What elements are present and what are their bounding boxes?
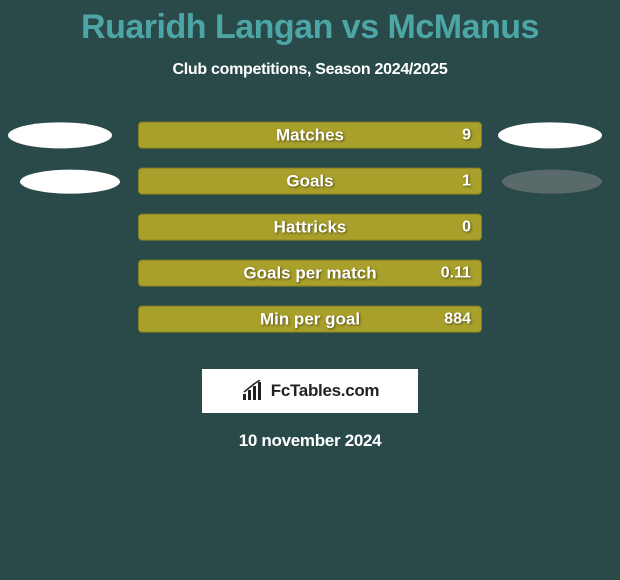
stat-label: Min per goal <box>260 309 360 329</box>
stat-label: Goals <box>286 171 333 191</box>
chart-icon <box>241 380 267 402</box>
stat-row: Matches 9 <box>0 117 620 163</box>
stat-value: 884 <box>444 310 471 328</box>
stat-bar: Hattricks 0 <box>138 214 482 241</box>
stat-row: Goals 1 <box>0 163 620 209</box>
stat-value: 9 <box>462 126 471 144</box>
footer-badge: FcTables.com <box>202 369 418 413</box>
stat-value: 0 <box>462 218 471 236</box>
stat-value: 1 <box>462 172 471 190</box>
stat-bar: Matches 9 <box>138 122 482 149</box>
stat-bar: Goals 1 <box>138 168 482 195</box>
left-ellipse <box>8 122 112 148</box>
stat-label: Hattricks <box>274 217 347 237</box>
page-subtitle: Club competitions, Season 2024/2025 <box>0 61 620 79</box>
stat-row: Hattricks 0 <box>0 209 620 255</box>
stat-row: Goals per match 0.11 <box>0 255 620 301</box>
right-ellipse <box>498 122 602 148</box>
right-ellipse <box>502 170 602 194</box>
stat-row: Min per goal 884 <box>0 301 620 347</box>
page-title: Ruaridh Langan vs McManus <box>0 0 620 47</box>
left-ellipse <box>20 170 120 194</box>
stat-label: Goals per match <box>243 263 376 283</box>
stat-bar: Goals per match 0.11 <box>138 260 482 287</box>
stat-rows: Matches 9 Goals 1 Hattricks 0 Goals per match 0… <box>0 117 620 347</box>
stat-value: 0.11 <box>441 264 471 282</box>
stat-label: Matches <box>276 125 344 145</box>
date-text: 10 november 2024 <box>0 431 620 451</box>
stat-bar: Min per goal 884 <box>138 306 482 333</box>
footer-brand-text: FcTables.com <box>271 381 380 401</box>
